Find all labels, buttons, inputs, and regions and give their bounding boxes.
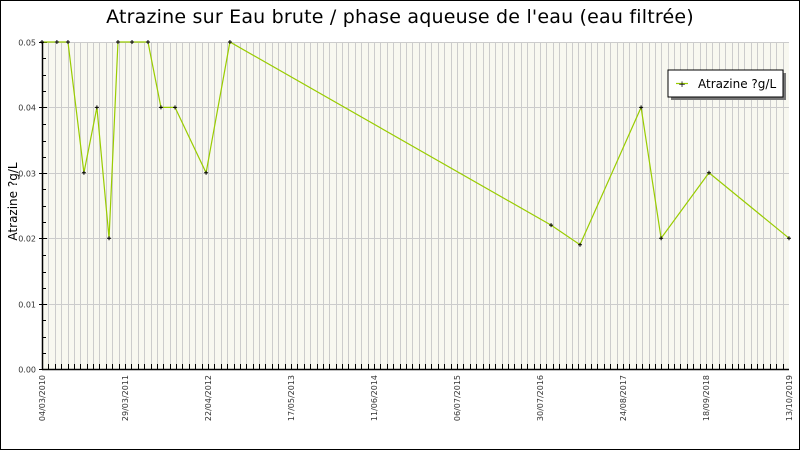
x-axis: 04/03/2010 29/03/2011 22/04/2012 17/05/2013… xyxy=(38,364,794,421)
x-tick-label: 24/08/2017 xyxy=(619,375,628,421)
x-tick-label: 30/07/2016 xyxy=(536,375,545,421)
data-point-marker xyxy=(639,105,644,110)
y-tick-label: 0.04 xyxy=(18,104,36,113)
plot-area xyxy=(42,42,789,369)
data-point-marker xyxy=(65,40,70,44)
x-tick-label: 17/05/2013 xyxy=(287,375,296,421)
y-tick-label: 0.02 xyxy=(18,235,36,244)
data-point-marker xyxy=(787,236,791,241)
x-tick-label: 22/04/2012 xyxy=(204,375,213,421)
legend-label: Atrazine ?g/L xyxy=(698,77,776,91)
data-point-marker xyxy=(227,40,232,44)
data-point-marker xyxy=(158,105,163,110)
data-point-marker xyxy=(130,40,135,44)
data-point-marker xyxy=(94,105,99,110)
x-tick-label: 11/06/2014 xyxy=(370,375,379,421)
x-tick-label: 04/03/2010 xyxy=(38,375,47,421)
y-tick-label: 0.03 xyxy=(18,170,36,179)
data-point-marker xyxy=(54,40,59,44)
series-atrazine xyxy=(40,40,791,247)
chart-title: Atrazine sur Eau brute / phase aqueuse d… xyxy=(106,6,694,28)
legend: + Atrazine ?g/L xyxy=(667,69,786,100)
data-point-marker xyxy=(706,170,711,175)
data-point-marker xyxy=(107,236,112,241)
legend-marker-icon: + xyxy=(678,80,686,90)
x-tick-label: 18/09/2018 xyxy=(702,375,711,421)
x-tick-label: 06/07/2015 xyxy=(453,375,462,421)
data-point-marker xyxy=(40,40,44,44)
y-tick-label: 0.00 xyxy=(18,366,36,375)
data-point-marker xyxy=(578,242,583,247)
y-tick-label: 0.01 xyxy=(18,301,36,310)
data-point-marker xyxy=(173,105,178,110)
x-tick-label: 13/10/2019 xyxy=(785,375,794,421)
data-point-marker xyxy=(81,170,86,175)
data-point-marker xyxy=(659,236,664,241)
data-point-marker xyxy=(115,40,120,44)
data-point-marker xyxy=(549,223,554,228)
data-point-marker xyxy=(145,40,150,44)
y-tick-label: 0.05 xyxy=(18,39,36,48)
y-axis-title: Atrazine ?g/L xyxy=(6,162,20,240)
y-axis: 0.00 0.01 0.02 0.03 0.04 0.05 xyxy=(18,39,47,375)
data-point-marker xyxy=(204,170,209,175)
x-tick-label: 29/03/2011 xyxy=(121,375,130,421)
